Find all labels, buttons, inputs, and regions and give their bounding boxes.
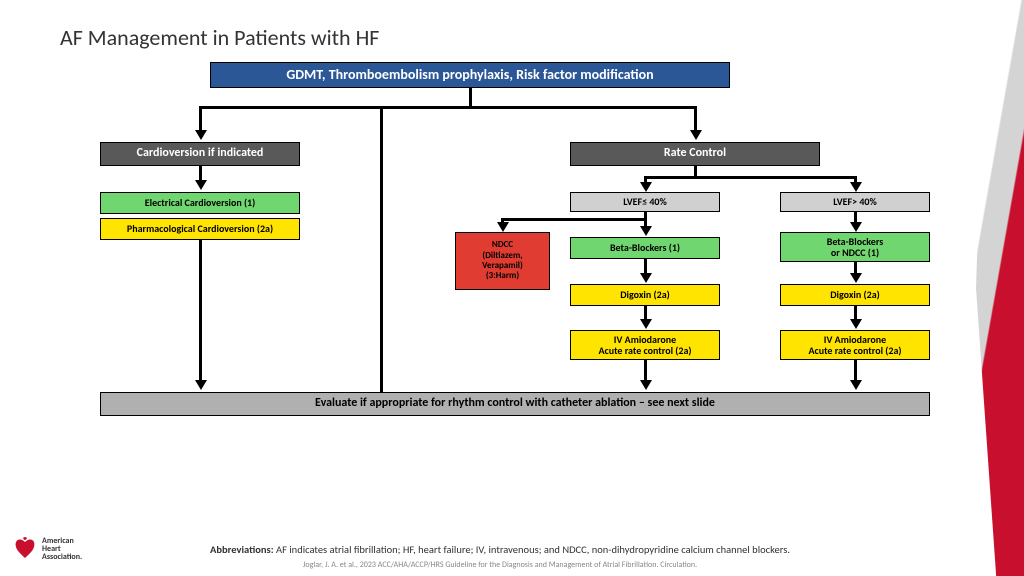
node-elec: Electrical Cardioversion (1)	[100, 192, 300, 214]
arrowhead-5	[195, 180, 207, 190]
arrowhead-12	[497, 222, 509, 232]
connector-1	[199, 106, 696, 109]
node-dig1: Digoxin (2a)	[570, 284, 720, 306]
slide-title: AF Management in Patients with HF	[60, 24, 379, 51]
arrowhead-17	[640, 319, 652, 329]
arrowhead-3	[690, 130, 702, 140]
node-pharm: Pharmacological Cardioversion (2a)	[100, 218, 300, 240]
node-root: GDMT, Thromboembolism prophylaxis, Risk …	[210, 62, 730, 88]
connector-4	[380, 106, 383, 392]
arrowhead-2	[195, 130, 207, 140]
node-dig2: Digoxin (2a)	[780, 284, 930, 306]
arrowhead-18	[850, 319, 862, 329]
connector-6	[694, 166, 697, 176]
connector-11	[501, 218, 646, 221]
connector-20	[854, 360, 857, 382]
node-rate: Rate Control	[570, 142, 820, 166]
citation: Joglar, J. A. et al., 2023 ACC/AHA/ACCP/…	[60, 560, 940, 570]
arrowhead-8	[640, 182, 652, 192]
red-accent-stripe	[976, 0, 1024, 576]
node-amio2: IV AmiodaroneAcute rate control (2a)	[780, 330, 930, 360]
node-lvef_gt: LVEF> 40%	[780, 192, 930, 212]
arrowhead-9	[850, 182, 862, 192]
arrowhead-20	[850, 380, 862, 390]
aha-logo: AmericanHeartAssociation.	[14, 536, 82, 562]
node-cardio: Cardioversion if indicated	[100, 142, 300, 166]
heart-torch-icon	[14, 536, 36, 562]
logo-text: AmericanHeartAssociation.	[42, 537, 82, 561]
arrowhead-21	[195, 380, 207, 390]
abbrev-label: Abbreviations:	[210, 543, 276, 556]
node-amio1: IV AmiodaroneAcute rate control (2a)	[570, 330, 720, 360]
arrowhead-16	[850, 273, 862, 283]
node-bb2: Beta-Blockersor NDCC (1)	[780, 232, 930, 262]
node-bb1: Beta-Blockers (1)	[570, 237, 720, 259]
abbreviations: Abbreviations: AF indicates atrial fibri…	[60, 543, 940, 556]
arrowhead-15	[640, 273, 652, 283]
arrowhead-13	[640, 226, 652, 236]
connector-19	[644, 360, 647, 382]
node-eval: Evaluate if appropriate for rhythm contr…	[100, 392, 930, 416]
node-lvef_le: LVEF≤ 40%	[570, 192, 720, 212]
connector-0	[469, 88, 472, 106]
arrowhead-19	[640, 380, 652, 390]
arrowhead-14	[850, 222, 862, 232]
connector-3	[694, 106, 697, 132]
connector-7	[644, 176, 856, 179]
flowchart: GDMT, Thromboembolism prophylaxis, Risk …	[60, 62, 960, 492]
abbrev-text: AF indicates atrial fibrillation; HF, he…	[276, 543, 790, 556]
connector-21	[199, 240, 202, 382]
node-ndcc: NDCC(Diltiazem,Verapamil)(3:Harm)	[455, 232, 550, 290]
connector-2	[199, 106, 202, 132]
